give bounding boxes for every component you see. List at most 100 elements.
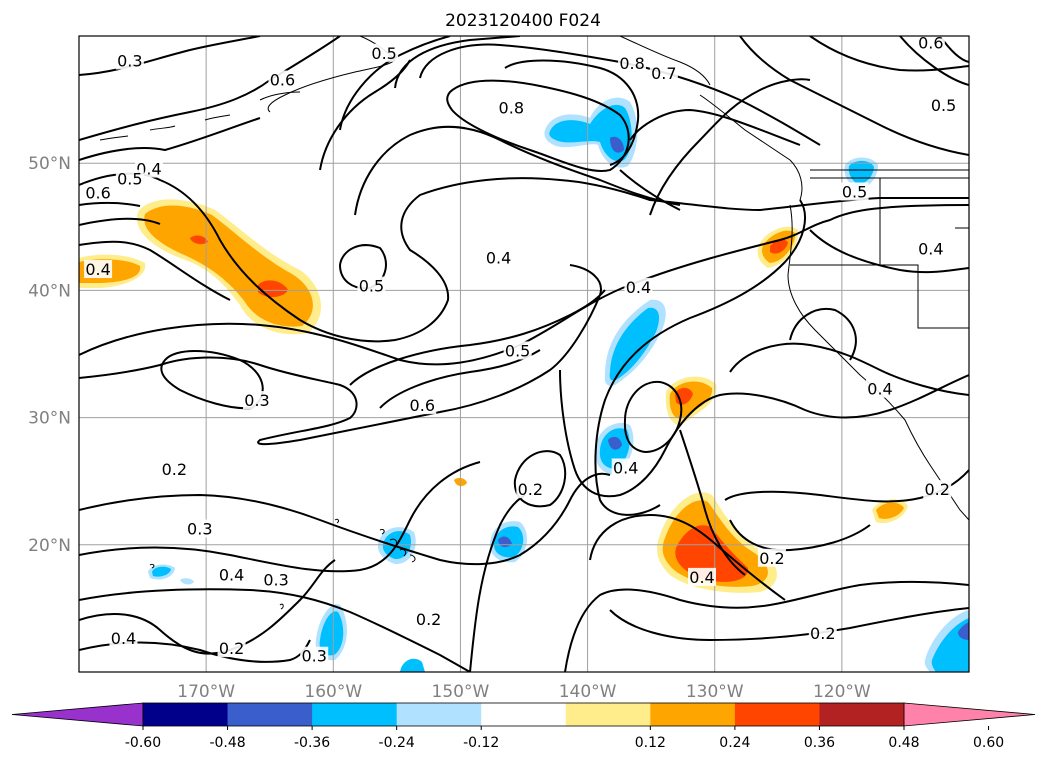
negative-anomaly-small-west (148, 564, 194, 585)
contour-label-5: 0.7 (651, 64, 676, 83)
contour-label-29: 0.4 (689, 568, 714, 587)
contour-label-19: 0.6 (410, 396, 435, 415)
negative-anomaly-hawaii-east (490, 521, 527, 563)
contour-label-9: 0.5 (117, 170, 142, 189)
lat-tick-label-2: 40°N (28, 281, 71, 301)
lon-tick-label-5: 120°W (813, 682, 871, 702)
colorbar-bin-8 (819, 703, 905, 726)
contour-label-bg-27 (262, 570, 291, 589)
contour-label-bg-2 (370, 43, 399, 62)
contour-label-bg-26 (217, 565, 246, 584)
contour-lines (79, 36, 969, 672)
contour-label-bg-13 (484, 248, 513, 267)
contour-label-30: 0.2 (416, 610, 441, 629)
colorbar: -0.60 -0.48 -0.36 -0.24 -0.12 0.12 0.24 0.36 0.4… (11, 702, 1036, 751)
contour-labels: 0.3 0.6 0.5 0.8 0.8 0.7 0.6 0.5 0.4 0.5 0.6 0.4 0.5 0… (84, 36, 958, 666)
lat-tick-label-1: 30°N (28, 409, 71, 429)
contour-label-16: 0.4 (918, 240, 943, 259)
colorbar-extend-high (903, 702, 1036, 727)
contour-label-31: 0.4 (111, 629, 136, 648)
longitude-axis: 170°W 160°W 150°W 140°W 130°W 120°W (177, 682, 871, 702)
colorbar-bin-3 (396, 703, 482, 726)
colorbar-tick-label-4: -0.12 (463, 735, 499, 751)
contour-label-25: 0.3 (187, 520, 212, 539)
positive-anomaly-central (665, 376, 717, 425)
contour-label-18: 0.3 (244, 391, 269, 410)
map-plot-area: 0.3 0.6 0.5 0.8 0.8 0.7 0.6 0.5 0.4 0.5 0.6 0.4 0.5 0… (79, 36, 969, 672)
map-frame (78, 35, 970, 673)
contour-label-33: 0.3 (301, 647, 326, 666)
coastlines (99, 36, 969, 610)
contour-label-bg-15 (840, 182, 869, 201)
contour-label-bg-1 (268, 70, 297, 89)
contour-label-bg-0 (115, 51, 144, 70)
colorbar-bin-0 (143, 703, 229, 726)
contour-label-bg-31 (109, 628, 138, 647)
contour-label-14: 0.4 (626, 278, 651, 297)
contour-label-28: 0.2 (759, 549, 784, 568)
contour-label-bg-21 (160, 459, 189, 478)
contour-label-24: 0.2 (924, 480, 949, 499)
positive-anomaly-baja (872, 499, 908, 524)
contour-label-17: 0.5 (505, 341, 530, 360)
contour-label-7: 0.5 (931, 96, 956, 115)
colorbar-bin-5 (565, 703, 651, 726)
contour-label-15: 0.5 (842, 182, 867, 201)
contour-label-bg-30 (414, 609, 443, 628)
lon-tick-label-0: 170°W (177, 682, 235, 702)
contour-label-23: 0.4 (613, 458, 638, 477)
colorbar-tick-label-2: -0.36 (294, 735, 330, 751)
contour-label-bg-7 (929, 95, 958, 114)
negative-anomaly-gulf-alaska (544, 97, 638, 168)
colorbar-tick-label-5: 0.12 (635, 735, 666, 751)
colorbar-bin-1 (227, 703, 313, 726)
contour-label-3: 0.8 (499, 99, 524, 118)
contour-label-12: 0.5 (359, 277, 384, 296)
contour-label-bg-10 (84, 183, 113, 202)
contour-label-bg-12 (357, 276, 386, 295)
contour-label-bg-33 (300, 646, 329, 665)
contour-label-13: 0.4 (486, 249, 511, 268)
negative-anomaly-southwest (315, 604, 347, 661)
lon-tick-label-1: 160°W (304, 682, 362, 702)
contour-label-bg-16 (916, 239, 945, 258)
colorbar-tick-label-8: 0.48 (888, 735, 919, 751)
contour-label-bg-4 (618, 53, 647, 72)
contour-label-bg-6 (916, 36, 945, 52)
colorbar-frame (142, 702, 905, 727)
contour-label-2: 0.5 (371, 44, 396, 63)
contour-label-bg-34 (808, 623, 837, 642)
contour-label-20: 0.4 (867, 380, 892, 399)
colorbar-bin-7 (734, 703, 820, 726)
negative-anomaly-diagonal (604, 299, 666, 386)
contour-label-bg-5 (649, 64, 678, 83)
contour-label-bg-29 (688, 567, 716, 586)
contour-label-0: 0.3 (117, 51, 142, 70)
colorbar-tick-label-7: 0.36 (804, 735, 835, 751)
colorbar-tick-label-6: 0.24 (719, 735, 750, 751)
lon-tick-label-3: 140°W (559, 682, 617, 702)
contour-label-bg-19 (408, 396, 437, 415)
colorbar-extend-low (11, 702, 144, 727)
colorbar-tick-label-3: -0.24 (379, 735, 415, 751)
figure-title: 2023120400 F024 (445, 11, 601, 31)
negative-anomaly-south-edge (400, 610, 969, 672)
colorbar-tick-label-9: 0.60 (973, 735, 1004, 751)
contour-label-22: 0.2 (518, 480, 543, 499)
lat-tick-label-0: 20°N (28, 536, 71, 556)
contour-label-bg-32 (217, 639, 246, 658)
contour-label-21: 0.2 (162, 460, 187, 479)
contour-label-bg-28 (757, 548, 786, 567)
contour-label-bg-20 (866, 379, 894, 398)
colorbar-bin-4 (481, 703, 567, 726)
lon-tick-label-4: 130°W (686, 682, 744, 702)
lon-tick-label-2: 150°W (432, 682, 490, 702)
contour-label-bg-24 (923, 480, 952, 499)
contour-label-bg-17 (503, 341, 532, 360)
contour-label-1: 0.6 (270, 71, 295, 90)
contour-label-bg-9 (115, 169, 144, 188)
colorbar-bin-2 (312, 703, 398, 726)
contour-label-10: 0.6 (85, 184, 110, 203)
contour-label-bg-14 (624, 277, 653, 296)
